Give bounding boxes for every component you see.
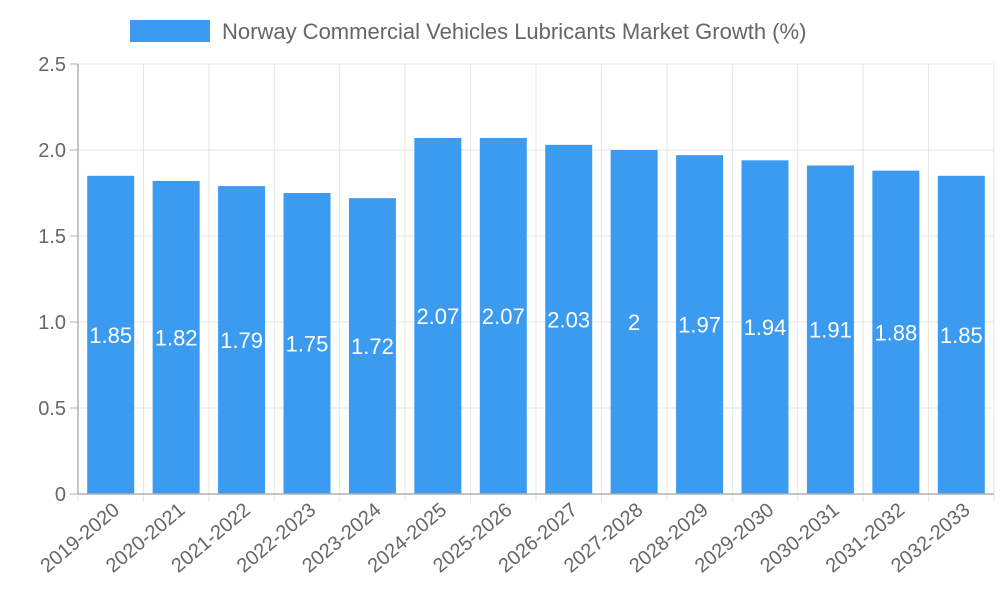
data-label: 2.07 [416, 304, 459, 329]
y-tick-label: 2.0 [38, 140, 66, 162]
bar [414, 137, 462, 494]
y-tick-label: 1.5 [38, 226, 66, 248]
data-label: 1.79 [220, 328, 263, 353]
data-label: 1.85 [89, 323, 132, 348]
y-tick-label: 0.5 [38, 398, 66, 420]
grid-lines [70, 63, 995, 502]
data-label: 2.07 [482, 304, 525, 329]
legend: Norway Commercial Vehicles Lubricants Ma… [130, 19, 806, 44]
data-label: 1.97 [678, 313, 721, 338]
data-label: 1.85 [940, 323, 983, 348]
y-axis-tick-labels: 0 0.5 1.0 1.5 2.0 2.5 [38, 54, 66, 506]
data-label: 2 [628, 310, 640, 335]
bar [87, 175, 135, 495]
y-tick-label: 1.0 [38, 312, 66, 334]
bar [283, 193, 331, 494]
bar [937, 175, 985, 495]
bar [806, 165, 854, 495]
y-tick-label: 0 [55, 484, 66, 506]
data-labels: 1.85 1.82 1.79 1.75 1.72 2.07 2.07 2.03 2 1.97 1.9… [89, 304, 982, 359]
bar [218, 186, 266, 494]
bar [676, 155, 724, 494]
legend-swatch [130, 20, 210, 42]
data-label: 1.75 [286, 332, 329, 357]
bar [610, 150, 658, 494]
bar [872, 170, 920, 494]
x-axis-tick-labels: 2019-20202020-20212021-20222022-20232023… [37, 499, 975, 577]
data-label: 1.72 [351, 334, 394, 359]
bar [479, 137, 527, 494]
data-label: 2.03 [547, 307, 590, 332]
bar [545, 144, 593, 494]
y-tick-label: 2.5 [38, 54, 66, 76]
bar [348, 198, 396, 494]
data-label: 1.91 [809, 318, 852, 343]
legend-label: Norway Commercial Vehicles Lubricants Ma… [222, 19, 806, 44]
data-label: 1.94 [744, 315, 787, 340]
bar [741, 160, 789, 494]
bars [87, 137, 985, 495]
axes [77, 64, 994, 495]
bar [152, 180, 200, 494]
data-label: 1.82 [155, 325, 198, 350]
data-label: 1.88 [874, 320, 917, 345]
